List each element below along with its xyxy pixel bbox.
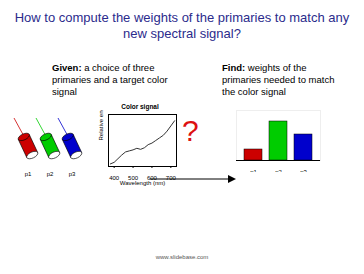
svg-text:p3: p3 [69, 171, 76, 177]
svg-text:p1: p1 [25, 171, 32, 177]
html-text:www.slidebase.com: www.slidebase.com [155, 254, 209, 260]
svg-text:600: 600 [146, 174, 157, 181]
svg-text:p1: p1 [250, 169, 257, 172]
svg-text:p3: p3 [300, 169, 307, 172]
html-text:Given: a choice of three prima: Given: a choice of three primaries and a… [52, 62, 168, 97]
html-text:Color signal: Color signal [121, 103, 159, 110]
svg-text:p2: p2 [47, 171, 54, 177]
svg-text:Relative energy: Relative energy [98, 110, 104, 141]
svg-text:500: 500 [128, 174, 139, 181]
svg-text:p2: p2 [275, 169, 282, 172]
html-text:Find: weights of the primaries: Find: weights of the primaries needed to… [222, 62, 335, 97]
svg-text:Wavelength (nm): Wavelength (nm) [120, 180, 165, 186]
svg-text:700: 700 [166, 175, 177, 181]
html-text:How to compute the weights of: How to compute the weights of the primar… [14, 10, 350, 41]
svg-text:400: 400 [109, 175, 120, 181]
